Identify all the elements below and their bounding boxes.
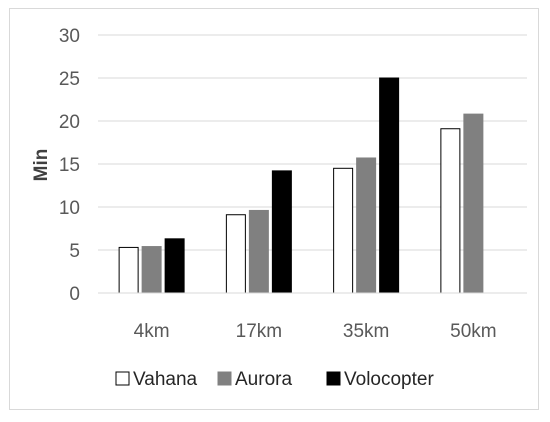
x-tick-label: 4km [134, 321, 170, 342]
legend-swatch-vahana [115, 371, 130, 386]
legend: Vahana Aurora Volocopter [115, 369, 434, 390]
legend-label-aurora: Aurora [235, 369, 292, 390]
axes: 0 5 10 15 20 25 30 4km 17km 35km 50km [59, 26, 527, 342]
bar-volocopter-35km [379, 77, 400, 294]
bar-vahana-50km [440, 128, 461, 294]
legend-swatch-aurora [217, 371, 232, 386]
y-tick-label: 20 [59, 112, 80, 133]
y-tick-label: 25 [59, 69, 80, 90]
bar-aurora-17km [248, 209, 269, 294]
bar-aurora-50km [463, 113, 484, 294]
legend-swatch-volocopter [326, 371, 341, 386]
legend-label-volocopter: Volocopter [344, 369, 434, 390]
y-tick-label: 5 [69, 241, 80, 262]
y-tick-label: 15 [59, 155, 80, 176]
bar-aurora-4km [141, 246, 162, 294]
bar-volocopter-4km [164, 238, 185, 294]
y-tick-label: 10 [59, 198, 80, 219]
bar-vahana-35km [333, 167, 354, 294]
bar-vahana-17km [225, 214, 246, 294]
x-tick-label: 35km [343, 321, 389, 342]
bar-volocopter-17km [271, 170, 292, 294]
bars [118, 77, 484, 294]
y-tick-label: 0 [69, 284, 80, 305]
legend-label-vahana: Vahana [133, 369, 198, 390]
y-tick-label: 30 [59, 26, 80, 47]
bar-vahana-4km [118, 246, 139, 294]
y-axis-label: Min [31, 149, 52, 182]
grid-lines [98, 34, 527, 251]
x-tick-label: 17km [236, 321, 282, 342]
x-tick-label: 50km [450, 321, 496, 342]
bar-aurora-35km [356, 157, 377, 294]
